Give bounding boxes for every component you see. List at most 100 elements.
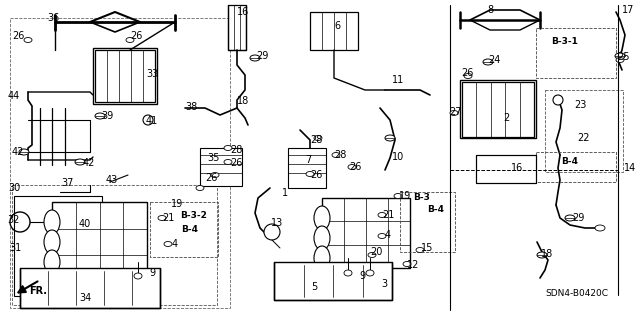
Text: 19: 19 — [171, 199, 183, 209]
Text: 34: 34 — [79, 293, 91, 303]
Text: 26: 26 — [205, 173, 217, 183]
Text: 28: 28 — [334, 150, 346, 160]
Text: 28: 28 — [230, 145, 242, 155]
Bar — [93, 48, 157, 104]
Ellipse shape — [385, 135, 395, 141]
Ellipse shape — [211, 173, 219, 177]
Ellipse shape — [366, 270, 374, 276]
Text: 8: 8 — [487, 5, 493, 15]
Text: 22: 22 — [577, 133, 589, 143]
Ellipse shape — [450, 110, 458, 115]
Text: 19: 19 — [399, 191, 411, 201]
Text: 9: 9 — [149, 268, 155, 278]
Text: 11: 11 — [392, 75, 404, 85]
Text: B-4: B-4 — [182, 225, 198, 234]
Bar — [288, 148, 326, 188]
Text: 5: 5 — [311, 282, 317, 292]
Ellipse shape — [314, 246, 330, 270]
Bar — [52, 202, 147, 282]
Ellipse shape — [416, 248, 424, 253]
Text: 25: 25 — [617, 52, 629, 62]
Bar — [200, 148, 242, 186]
Ellipse shape — [134, 273, 142, 279]
Text: 17: 17 — [622, 5, 634, 15]
Ellipse shape — [616, 57, 624, 63]
Ellipse shape — [553, 95, 563, 105]
Ellipse shape — [394, 194, 402, 198]
Text: B-3-2: B-3-2 — [180, 211, 207, 220]
Text: 28: 28 — [310, 135, 322, 145]
Text: 4: 4 — [172, 239, 178, 249]
Bar — [536, 152, 616, 182]
Text: 38: 38 — [185, 102, 197, 112]
Bar — [10, 18, 230, 308]
Bar — [536, 28, 616, 78]
Ellipse shape — [10, 212, 30, 232]
Text: FR.: FR. — [29, 286, 47, 296]
Text: 13: 13 — [271, 218, 283, 228]
Text: 10: 10 — [392, 152, 404, 162]
Bar — [20, 268, 160, 308]
Text: 26: 26 — [12, 31, 24, 41]
Text: 39: 39 — [101, 111, 113, 121]
Text: 41: 41 — [146, 116, 158, 126]
Ellipse shape — [95, 113, 105, 119]
Text: 29: 29 — [256, 51, 268, 61]
Bar — [545, 90, 623, 172]
Ellipse shape — [75, 159, 85, 165]
Text: 35: 35 — [207, 153, 219, 163]
Text: 44: 44 — [8, 91, 20, 101]
Text: 14: 14 — [624, 163, 636, 173]
Ellipse shape — [196, 186, 204, 190]
Bar — [400, 192, 455, 252]
Text: 3: 3 — [381, 279, 387, 289]
Ellipse shape — [537, 252, 547, 258]
Ellipse shape — [19, 149, 29, 155]
Ellipse shape — [464, 73, 472, 78]
Text: 26: 26 — [130, 31, 142, 41]
Text: 2: 2 — [503, 113, 509, 123]
Ellipse shape — [143, 115, 153, 125]
Bar — [310, 12, 358, 50]
Bar — [95, 50, 155, 102]
Text: SDN4-B0420C: SDN4-B0420C — [545, 290, 609, 299]
Bar — [462, 82, 534, 137]
Ellipse shape — [595, 225, 605, 231]
Text: 12: 12 — [407, 260, 419, 270]
Ellipse shape — [164, 241, 172, 247]
Text: 30: 30 — [8, 183, 20, 193]
Text: 16: 16 — [511, 163, 523, 173]
Ellipse shape — [314, 226, 330, 250]
Bar — [150, 202, 218, 257]
Ellipse shape — [224, 145, 232, 151]
Text: 40: 40 — [79, 219, 91, 229]
Text: 18: 18 — [541, 249, 553, 259]
Text: 26: 26 — [230, 158, 242, 168]
Text: B-4: B-4 — [428, 205, 445, 214]
Text: 21: 21 — [162, 213, 174, 223]
Ellipse shape — [44, 210, 60, 234]
Text: 20: 20 — [370, 247, 382, 257]
Text: 9: 9 — [359, 271, 365, 281]
Bar — [14, 196, 102, 296]
Ellipse shape — [332, 152, 340, 158]
Ellipse shape — [348, 165, 356, 169]
Bar — [460, 80, 536, 138]
Ellipse shape — [403, 262, 411, 266]
Ellipse shape — [126, 38, 134, 42]
Text: 16: 16 — [237, 7, 249, 17]
Ellipse shape — [344, 270, 352, 276]
Text: 43: 43 — [106, 175, 118, 185]
Text: B-4: B-4 — [561, 158, 579, 167]
Ellipse shape — [314, 206, 330, 230]
Ellipse shape — [44, 230, 60, 254]
Ellipse shape — [224, 160, 232, 165]
Ellipse shape — [158, 216, 166, 220]
Text: 29: 29 — [572, 213, 584, 223]
Text: 42: 42 — [83, 158, 95, 168]
Text: 18: 18 — [237, 96, 249, 106]
Ellipse shape — [250, 55, 260, 61]
Text: 32: 32 — [8, 215, 20, 225]
Text: 26: 26 — [310, 170, 322, 180]
Ellipse shape — [368, 253, 376, 257]
